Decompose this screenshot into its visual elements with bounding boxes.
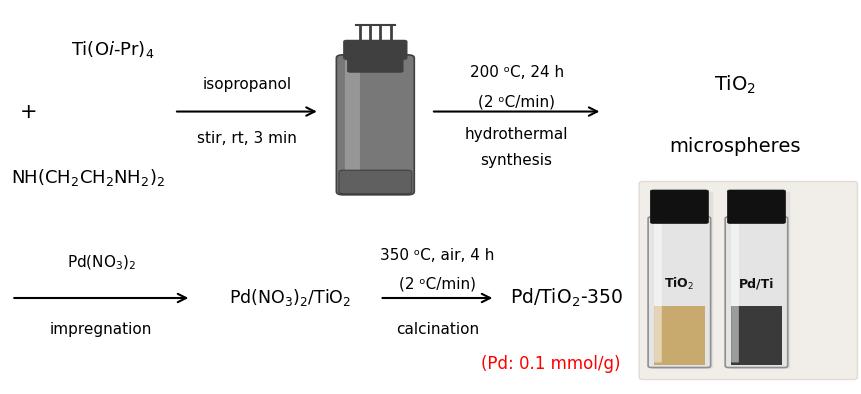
- FancyBboxPatch shape: [336, 55, 414, 195]
- FancyBboxPatch shape: [347, 50, 402, 72]
- FancyBboxPatch shape: [344, 41, 406, 59]
- Text: NH(CH$_2$CH$_2$NH$_2$)$_2$: NH(CH$_2$CH$_2$NH$_2$)$_2$: [11, 167, 165, 188]
- FancyBboxPatch shape: [647, 217, 709, 368]
- Text: TiO$_2$: TiO$_2$: [664, 276, 694, 292]
- FancyBboxPatch shape: [730, 222, 738, 362]
- Text: (2 ᵒC/min): (2 ᵒC/min): [399, 277, 475, 292]
- Bar: [653, 306, 703, 365]
- FancyBboxPatch shape: [728, 192, 790, 369]
- Bar: [730, 306, 781, 365]
- Text: TiO$_2$: TiO$_2$: [713, 73, 755, 95]
- Text: +: +: [20, 102, 37, 121]
- Text: impregnation: impregnation: [50, 322, 152, 336]
- Text: calcination: calcination: [395, 322, 479, 336]
- FancyBboxPatch shape: [638, 182, 857, 379]
- Text: 350 ᵒC, air, 4 h: 350 ᵒC, air, 4 h: [380, 248, 494, 263]
- FancyBboxPatch shape: [653, 222, 661, 362]
- Text: synthesis: synthesis: [480, 152, 552, 167]
- FancyBboxPatch shape: [338, 170, 412, 194]
- Text: microspheres: microspheres: [668, 137, 800, 156]
- Text: Pd/TiO$_2$-350: Pd/TiO$_2$-350: [509, 287, 623, 309]
- FancyBboxPatch shape: [649, 190, 708, 223]
- FancyBboxPatch shape: [344, 60, 360, 189]
- Text: Ti(O$i$-Pr)$_4$: Ti(O$i$-Pr)$_4$: [71, 39, 154, 60]
- Text: 200 ᵒC, 24 h: 200 ᵒC, 24 h: [469, 65, 563, 80]
- Text: (2 ᵒC/min): (2 ᵒC/min): [478, 94, 554, 109]
- FancyBboxPatch shape: [727, 190, 784, 223]
- Text: Pd/Ti: Pd/Ti: [738, 278, 773, 291]
- Text: Pd(NO$_3$)$_2$/TiO$_2$: Pd(NO$_3$)$_2$/TiO$_2$: [228, 288, 350, 309]
- Text: isopropanol: isopropanol: [202, 77, 291, 92]
- Text: hydrothermal: hydrothermal: [464, 127, 567, 142]
- Text: stir, rt, 3 min: stir, rt, 3 min: [196, 131, 296, 146]
- Text: (Pd: 0.1 mmol/g): (Pd: 0.1 mmol/g): [480, 355, 620, 373]
- Text: Pd(NO$_3$)$_2$: Pd(NO$_3$)$_2$: [66, 254, 136, 272]
- FancyBboxPatch shape: [652, 192, 712, 369]
- FancyBboxPatch shape: [724, 217, 787, 368]
